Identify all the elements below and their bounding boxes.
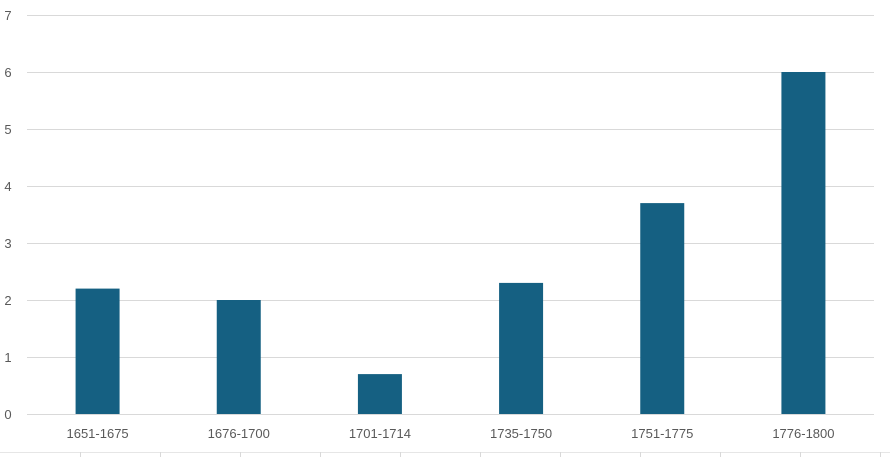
bar-1751-1775: [640, 203, 685, 414]
x-tick-label: 1776-1800: [772, 426, 834, 441]
y-axis-tick-labels: 0 1 2 3 4 5 6 7: [4, 8, 11, 422]
gridlines: [27, 15, 874, 415]
y-tick-label: 2: [4, 293, 11, 308]
y-tick-label: 5: [4, 122, 11, 137]
bar-1735-1750: [499, 282, 544, 414]
y-tick-label: 7: [4, 8, 11, 23]
y-tick-label: 4: [4, 179, 11, 194]
y-tick-label: 3: [4, 236, 11, 251]
x-tick-label: 1676-1700: [208, 426, 270, 441]
bar-1676-1700: [216, 300, 261, 414]
x-axis-tick-labels: 1651-1675 1676-1700 1701-1714 1735-1750 1751…: [66, 426, 834, 441]
bar-series: [75, 72, 826, 414]
x-tick-label: 1751-1775: [631, 426, 693, 441]
x-tick-label: 1651-1675: [66, 426, 128, 441]
y-tick-label: 0: [4, 407, 11, 422]
x-tick-label: 1735-1750: [490, 426, 552, 441]
y-tick-label: 6: [4, 65, 11, 80]
bar-1776-1800: [781, 72, 826, 414]
bar-1701-1714: [357, 374, 402, 414]
bottom-tick-marks: [0, 452, 890, 457]
bar-1651-1675: [75, 288, 120, 414]
y-tick-label: 1: [4, 350, 11, 365]
x-tick-label: 1701-1714: [349, 426, 411, 441]
